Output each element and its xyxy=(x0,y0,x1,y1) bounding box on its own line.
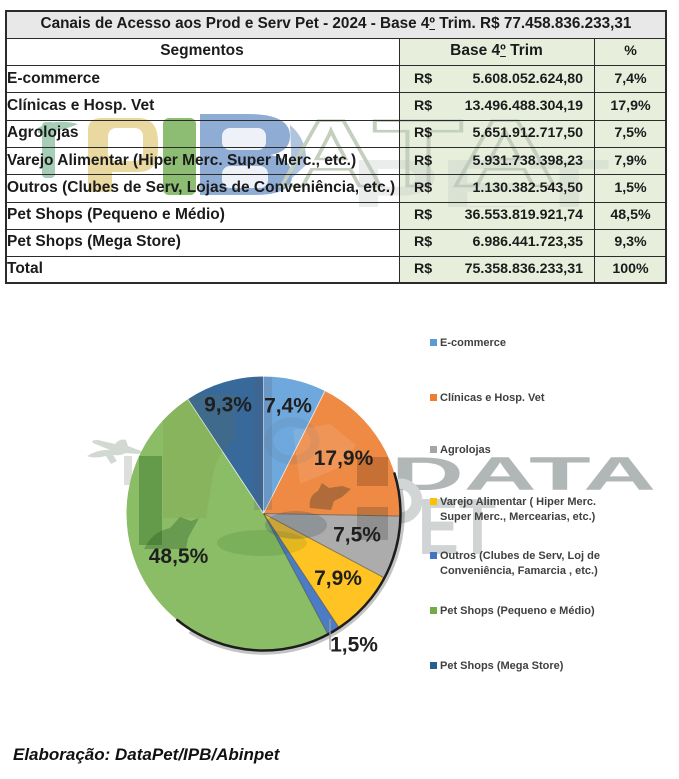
svg-text:48,5%: 48,5% xyxy=(149,545,209,568)
svg-text:7,5%: 7,5% xyxy=(333,524,381,547)
svg-text:1,5%: 1,5% xyxy=(330,634,378,657)
svg-text:7,9%: 7,9% xyxy=(314,567,362,590)
svg-text:9,3%: 9,3% xyxy=(204,394,252,417)
svg-text:7,4%: 7,4% xyxy=(264,395,312,418)
svg-text:DATA: DATA xyxy=(391,447,656,500)
svg-text:17,9%: 17,9% xyxy=(314,447,374,470)
svg-text:ATA: ATA xyxy=(278,105,558,207)
